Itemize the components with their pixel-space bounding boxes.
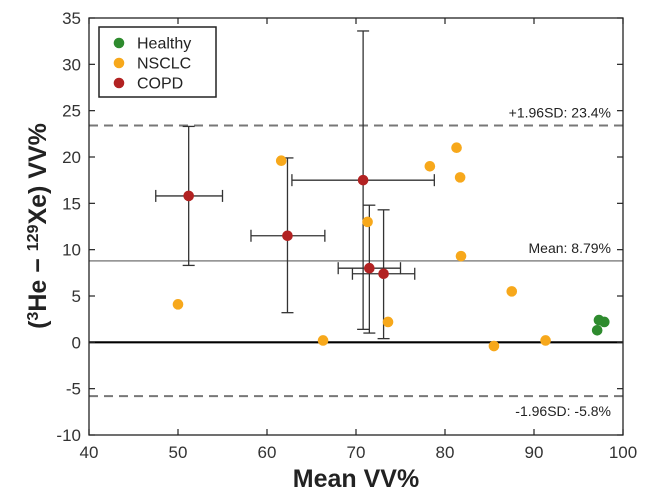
data-points [172, 142, 610, 352]
y-axis-title: (3He − 129Xe) VV% [24, 123, 52, 329]
nsclc-point [451, 142, 462, 154]
healthy-point [599, 316, 610, 328]
y-tick-label: 25 [62, 102, 81, 121]
x-tick-label: 50 [169, 443, 188, 462]
legend-label-nsclc: NSCLC [137, 56, 191, 73]
annotations: Mean: 8.79% +1.96SD: 23.4% -1.96SD: -5.8% [509, 104, 611, 419]
y-axis-title-part: 3 [25, 312, 42, 321]
nsclc-point [317, 335, 329, 346]
upper-loa-label: +1.96SD: 23.4% [509, 104, 611, 120]
x-tick-label: 100 [609, 443, 637, 462]
y-axis-title-part: He − [24, 251, 52, 311]
legend: Healthy NSCLC COPD [98, 26, 217, 98]
nsclc-point [382, 316, 394, 328]
nsclc-point [455, 250, 467, 262]
y-tick-label: 10 [62, 241, 81, 260]
copd-point [183, 190, 194, 202]
legend-marker-nsclc [113, 57, 125, 69]
y-axis-title-part: Xe) VV% [24, 123, 52, 224]
healthy-point [591, 324, 603, 336]
lower-loa-label: -1.96SD: -5.8% [515, 403, 611, 419]
y-tick-label: -5 [66, 380, 81, 399]
y-tick-label: 20 [62, 148, 81, 167]
x-tick-label: 80 [436, 443, 455, 462]
legend-marker-healthy [113, 37, 125, 49]
y-axis-title-part: ( [24, 320, 52, 329]
nsclc-point [424, 160, 436, 172]
x-tick-label: 70 [347, 443, 366, 462]
legend-label-healthy: Healthy [137, 36, 191, 53]
y-tick-label: 30 [62, 55, 81, 74]
reference-lines [89, 124, 623, 398]
y-axis-title-part: 129 [25, 224, 42, 251]
x-tick-label: 60 [258, 443, 277, 462]
y-tick-label: 35 [62, 9, 81, 28]
legend-marker-copd [113, 77, 125, 89]
nsclc-point [172, 299, 184, 310]
y-tick-label: 0 [72, 333, 81, 352]
x-tick-label: 90 [525, 443, 544, 462]
mean-label: Mean: 8.79% [529, 240, 612, 256]
copd-point [364, 262, 375, 274]
nsclc-point [362, 216, 373, 228]
nsclc-point [454, 172, 466, 183]
nsclc-point [488, 340, 500, 352]
nsclc-point [506, 286, 518, 297]
legend-label-copd: COPD [137, 76, 183, 93]
nsclc-point [275, 155, 287, 167]
x-axis-title: Mean VV% [293, 465, 419, 493]
copd-point [282, 230, 293, 242]
copd-point [357, 174, 369, 186]
x-tick-label: 40 [80, 443, 99, 462]
y-tick-label: 15 [62, 194, 81, 213]
axes: 40 50 60 70 80 90 100 -10 -5 0 5 10 15 20 25 30 35 [56, 9, 637, 462]
y-tick-label: -10 [56, 426, 81, 445]
y-tick-label: 5 [72, 287, 81, 306]
nsclc-point [540, 335, 551, 346]
copd-point [378, 268, 389, 280]
